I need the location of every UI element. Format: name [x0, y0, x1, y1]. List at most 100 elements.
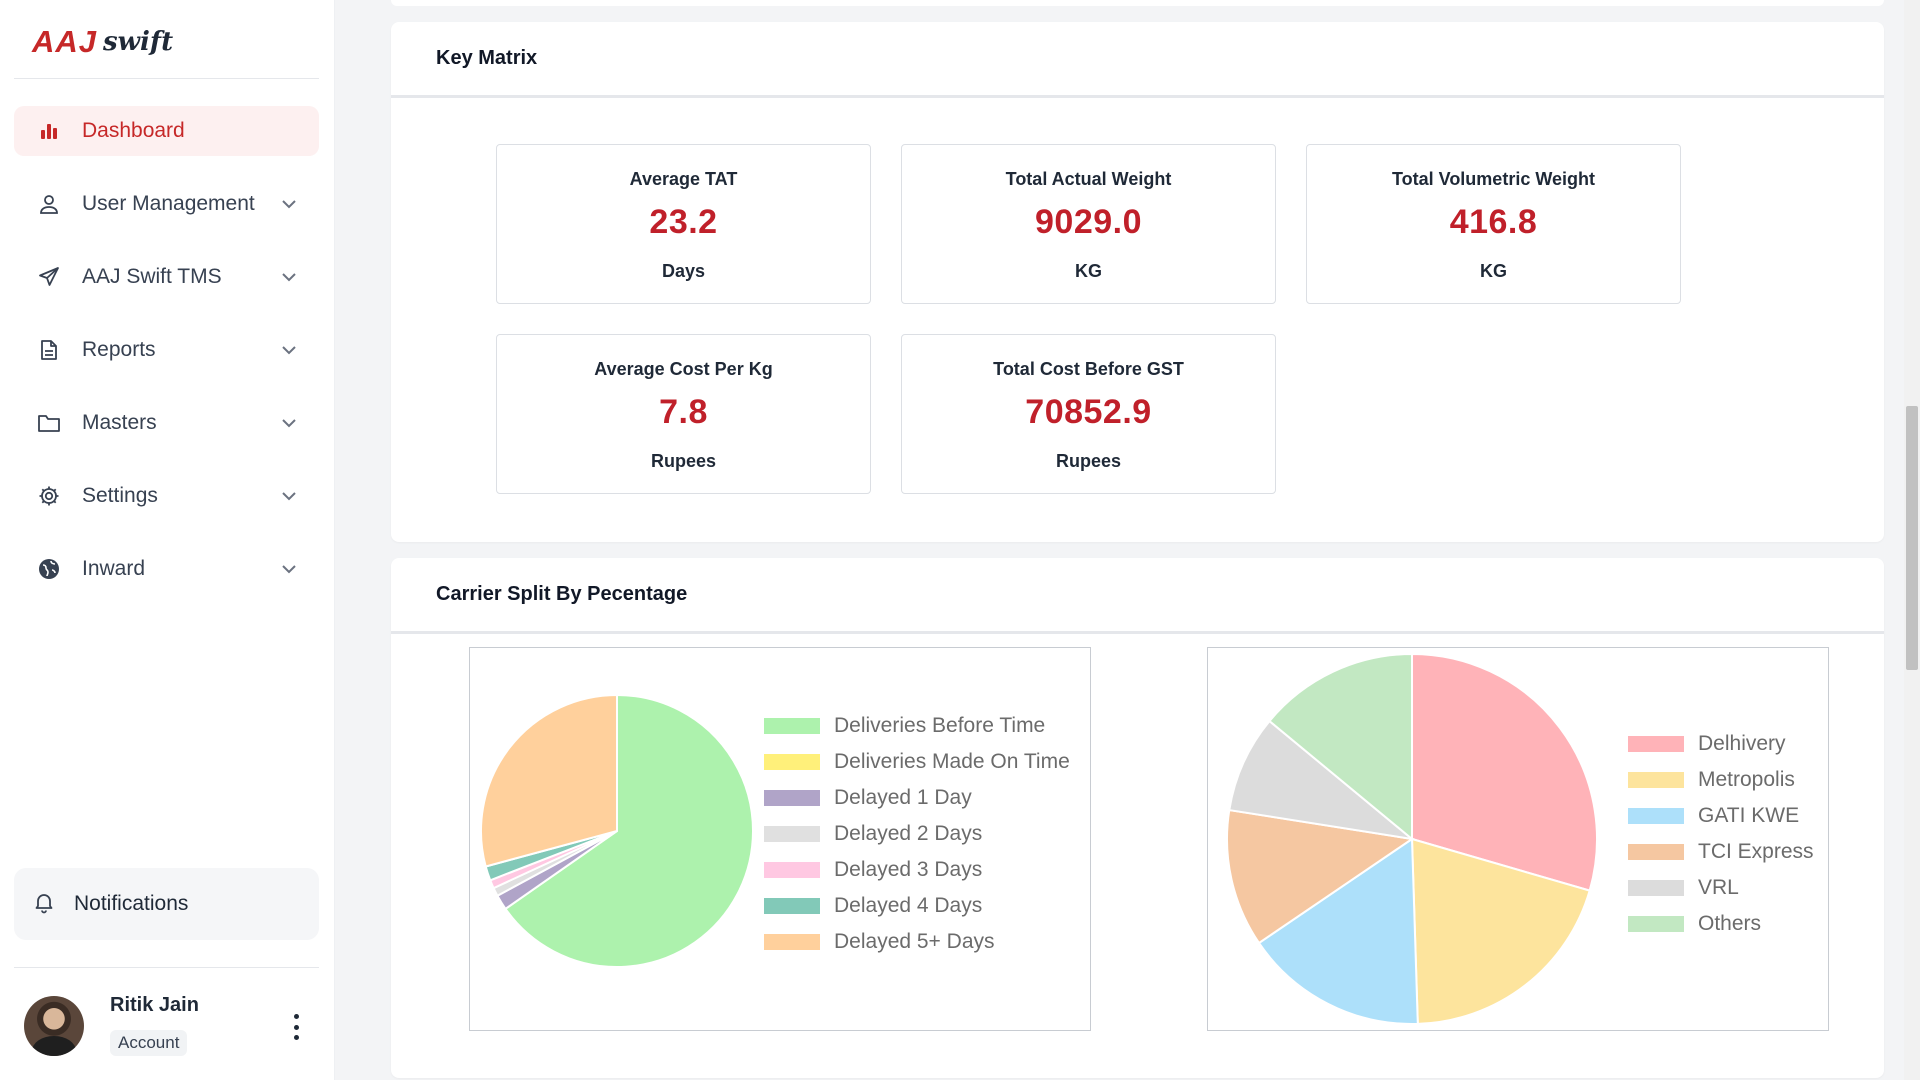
carrier-split-title: Carrier Split By Pecentage [436, 583, 688, 605]
avatar[interactable] [24, 996, 84, 1056]
scrollbar-thumb[interactable] [1906, 406, 1918, 670]
carrier-share-pie [1226, 652, 1598, 1025]
kpi-value: 23.2 [649, 203, 718, 241]
previous-card-edge [391, 0, 1884, 6]
more-options-icon[interactable] [292, 1014, 300, 1040]
carrier-split-card: Carrier Split By Pecentage Deliveries Be… [391, 558, 1884, 1078]
legend-label: Deliveries Made On Time [834, 750, 1070, 773]
legend-swatch [1628, 916, 1684, 932]
kpi-value: 7.8 [659, 393, 708, 431]
pie-slice-tci-express[interactable] [1226, 808, 1415, 945]
kpi-unit: Rupees [650, 451, 717, 471]
pie-slice-gati-kwe[interactable] [1257, 837, 1419, 1025]
legend-swatch [1628, 880, 1684, 896]
kpi-label: Total Actual Weight [1005, 169, 1172, 189]
notifications-label: Notifications [74, 892, 189, 915]
kpi-label: Total Cost Before GST [993, 359, 1184, 379]
legend-label: TCI Express [1698, 840, 1814, 863]
legend-swatch [1628, 844, 1684, 860]
legend-swatch [764, 898, 820, 914]
pie-slice-deliveries-before-time[interactable] [504, 693, 754, 968]
card-header: Key Matrix [391, 22, 1884, 98]
gear-icon [36, 483, 62, 509]
sidebar-item-label: User Management [82, 192, 255, 215]
kpi-value: 416.8 [1449, 203, 1538, 241]
kpi-label: Average TAT [629, 169, 738, 189]
folder-icon [36, 410, 62, 436]
chevron-down-icon[interactable] [279, 559, 299, 579]
chevron-down-icon[interactable] [279, 267, 299, 287]
legend-label: GATI KWE [1698, 804, 1800, 827]
card-header: Carrier Split By Pecentage [391, 558, 1884, 634]
kpi-unit: KG [1480, 261, 1507, 281]
kpi-card-average-tat: Average TAT 23.2 Days [496, 144, 871, 304]
globe-icon [36, 556, 62, 582]
chevron-down-icon[interactable] [279, 413, 299, 433]
kpi-label: Total Volumetric Weight [1391, 169, 1595, 189]
logo-sub-text: swift [103, 27, 174, 57]
bell-icon [32, 890, 56, 919]
legend-label: VRL [1698, 876, 1739, 899]
kpi-card-total-cost-before-gst: Total Cost Before GST 70852.9 Rupees [901, 334, 1276, 494]
legend-label: Delhivery [1698, 732, 1786, 755]
legend-label: Metropolis [1698, 768, 1795, 791]
sidebar-nav: Dashboard User Management AAJ Swift TMS … [14, 106, 319, 617]
legend-label: Delayed 4 Days [834, 894, 983, 917]
legend-swatch [764, 790, 820, 806]
notifications-button[interactable]: Notifications [14, 868, 319, 940]
sidebar-item-dashboard[interactable]: Dashboard [14, 106, 319, 156]
sidebar-item-aaj-swift-tms[interactable]: AAJ Swift TMS [14, 252, 319, 302]
key-matrix-title: Key Matrix [436, 47, 538, 69]
kpi-value: 9029.0 [1035, 203, 1142, 241]
kpi-value: 70852.9 [1025, 393, 1152, 431]
sidebar-item-settings[interactable]: Settings [14, 471, 319, 521]
pie-slice-delayed-5-days[interactable] [480, 693, 618, 868]
sidebar-item-label: Masters [82, 411, 157, 434]
sidebar-item-label: Reports [82, 338, 156, 361]
sidebar-item-user-management[interactable]: User Management [14, 179, 319, 229]
delivery-status-chart: Deliveries Before Time Deliveries Made On… [469, 647, 1091, 1031]
kpi-unit: Days [661, 261, 706, 281]
account-panel: Ritik Jain Account [24, 994, 324, 1060]
legend-label: Delayed 5+ Days [834, 930, 995, 953]
pie-slice-metropolis[interactable] [1410, 837, 1591, 1025]
sidebar-item-inward[interactable]: Inward [14, 544, 319, 594]
kpi-card-total-volumetric-weight: Total Volumetric Weight 416.8 KG [1306, 144, 1681, 304]
kpi-card-average-cost-per-kg: Average Cost Per Kg 7.8 Rupees [496, 334, 871, 494]
sidebar-item-label: Inward [82, 557, 146, 580]
sidebar-item-masters[interactable]: Masters [14, 398, 319, 448]
footer-divider [14, 967, 319, 968]
sidebar-item-label: AAJ Swift TMS [82, 265, 222, 288]
legend-swatch [1628, 736, 1684, 752]
pie-slice-others[interactable] [1268, 652, 1413, 842]
carrier-share-chart: Delhivery Metropolis GATI KWE TCI Express VR… [1207, 647, 1829, 1031]
sidebar-item-reports[interactable]: Reports [14, 325, 319, 375]
legend-swatch [1628, 772, 1684, 788]
chevron-down-icon[interactable] [279, 486, 299, 506]
legend-label: Delayed 1 Day [834, 786, 972, 809]
legend-label: Delayed 3 Days [834, 858, 983, 881]
legend-swatch [764, 718, 820, 734]
chevron-down-icon[interactable] [279, 194, 299, 214]
legend-label: Delayed 2 Days [834, 822, 983, 845]
kpi-label: Average Cost Per Kg [594, 359, 773, 379]
bar-chart-icon [36, 118, 62, 144]
document-icon [36, 337, 62, 363]
app-logo[interactable]: AAJ swift [32, 22, 173, 62]
delivery-status-pie [480, 693, 754, 968]
sidebar-item-label: Dashboard [82, 119, 185, 142]
paper-plane-icon [36, 264, 62, 290]
legend-swatch [764, 934, 820, 950]
legend-swatch [764, 862, 820, 878]
legend-label: Deliveries Before Time [834, 714, 1046, 737]
pie-slice-vrl[interactable] [1228, 719, 1416, 841]
kpi-unit: KG [1075, 261, 1102, 281]
kpi-unit: Rupees [1055, 451, 1122, 471]
key-matrix-card: Key Matrix Average TAT 23.2 Days Total A… [391, 22, 1884, 542]
logo-main-text: AAJ [32, 24, 98, 59]
sidebar: AAJ swift Dashboard User Management AAJ … [0, 0, 335, 1080]
logo-divider [14, 78, 319, 79]
chevron-down-icon[interactable] [279, 340, 299, 360]
account-role-badge: Account [110, 1030, 188, 1056]
pie-slice-delhivery[interactable] [1411, 652, 1598, 892]
